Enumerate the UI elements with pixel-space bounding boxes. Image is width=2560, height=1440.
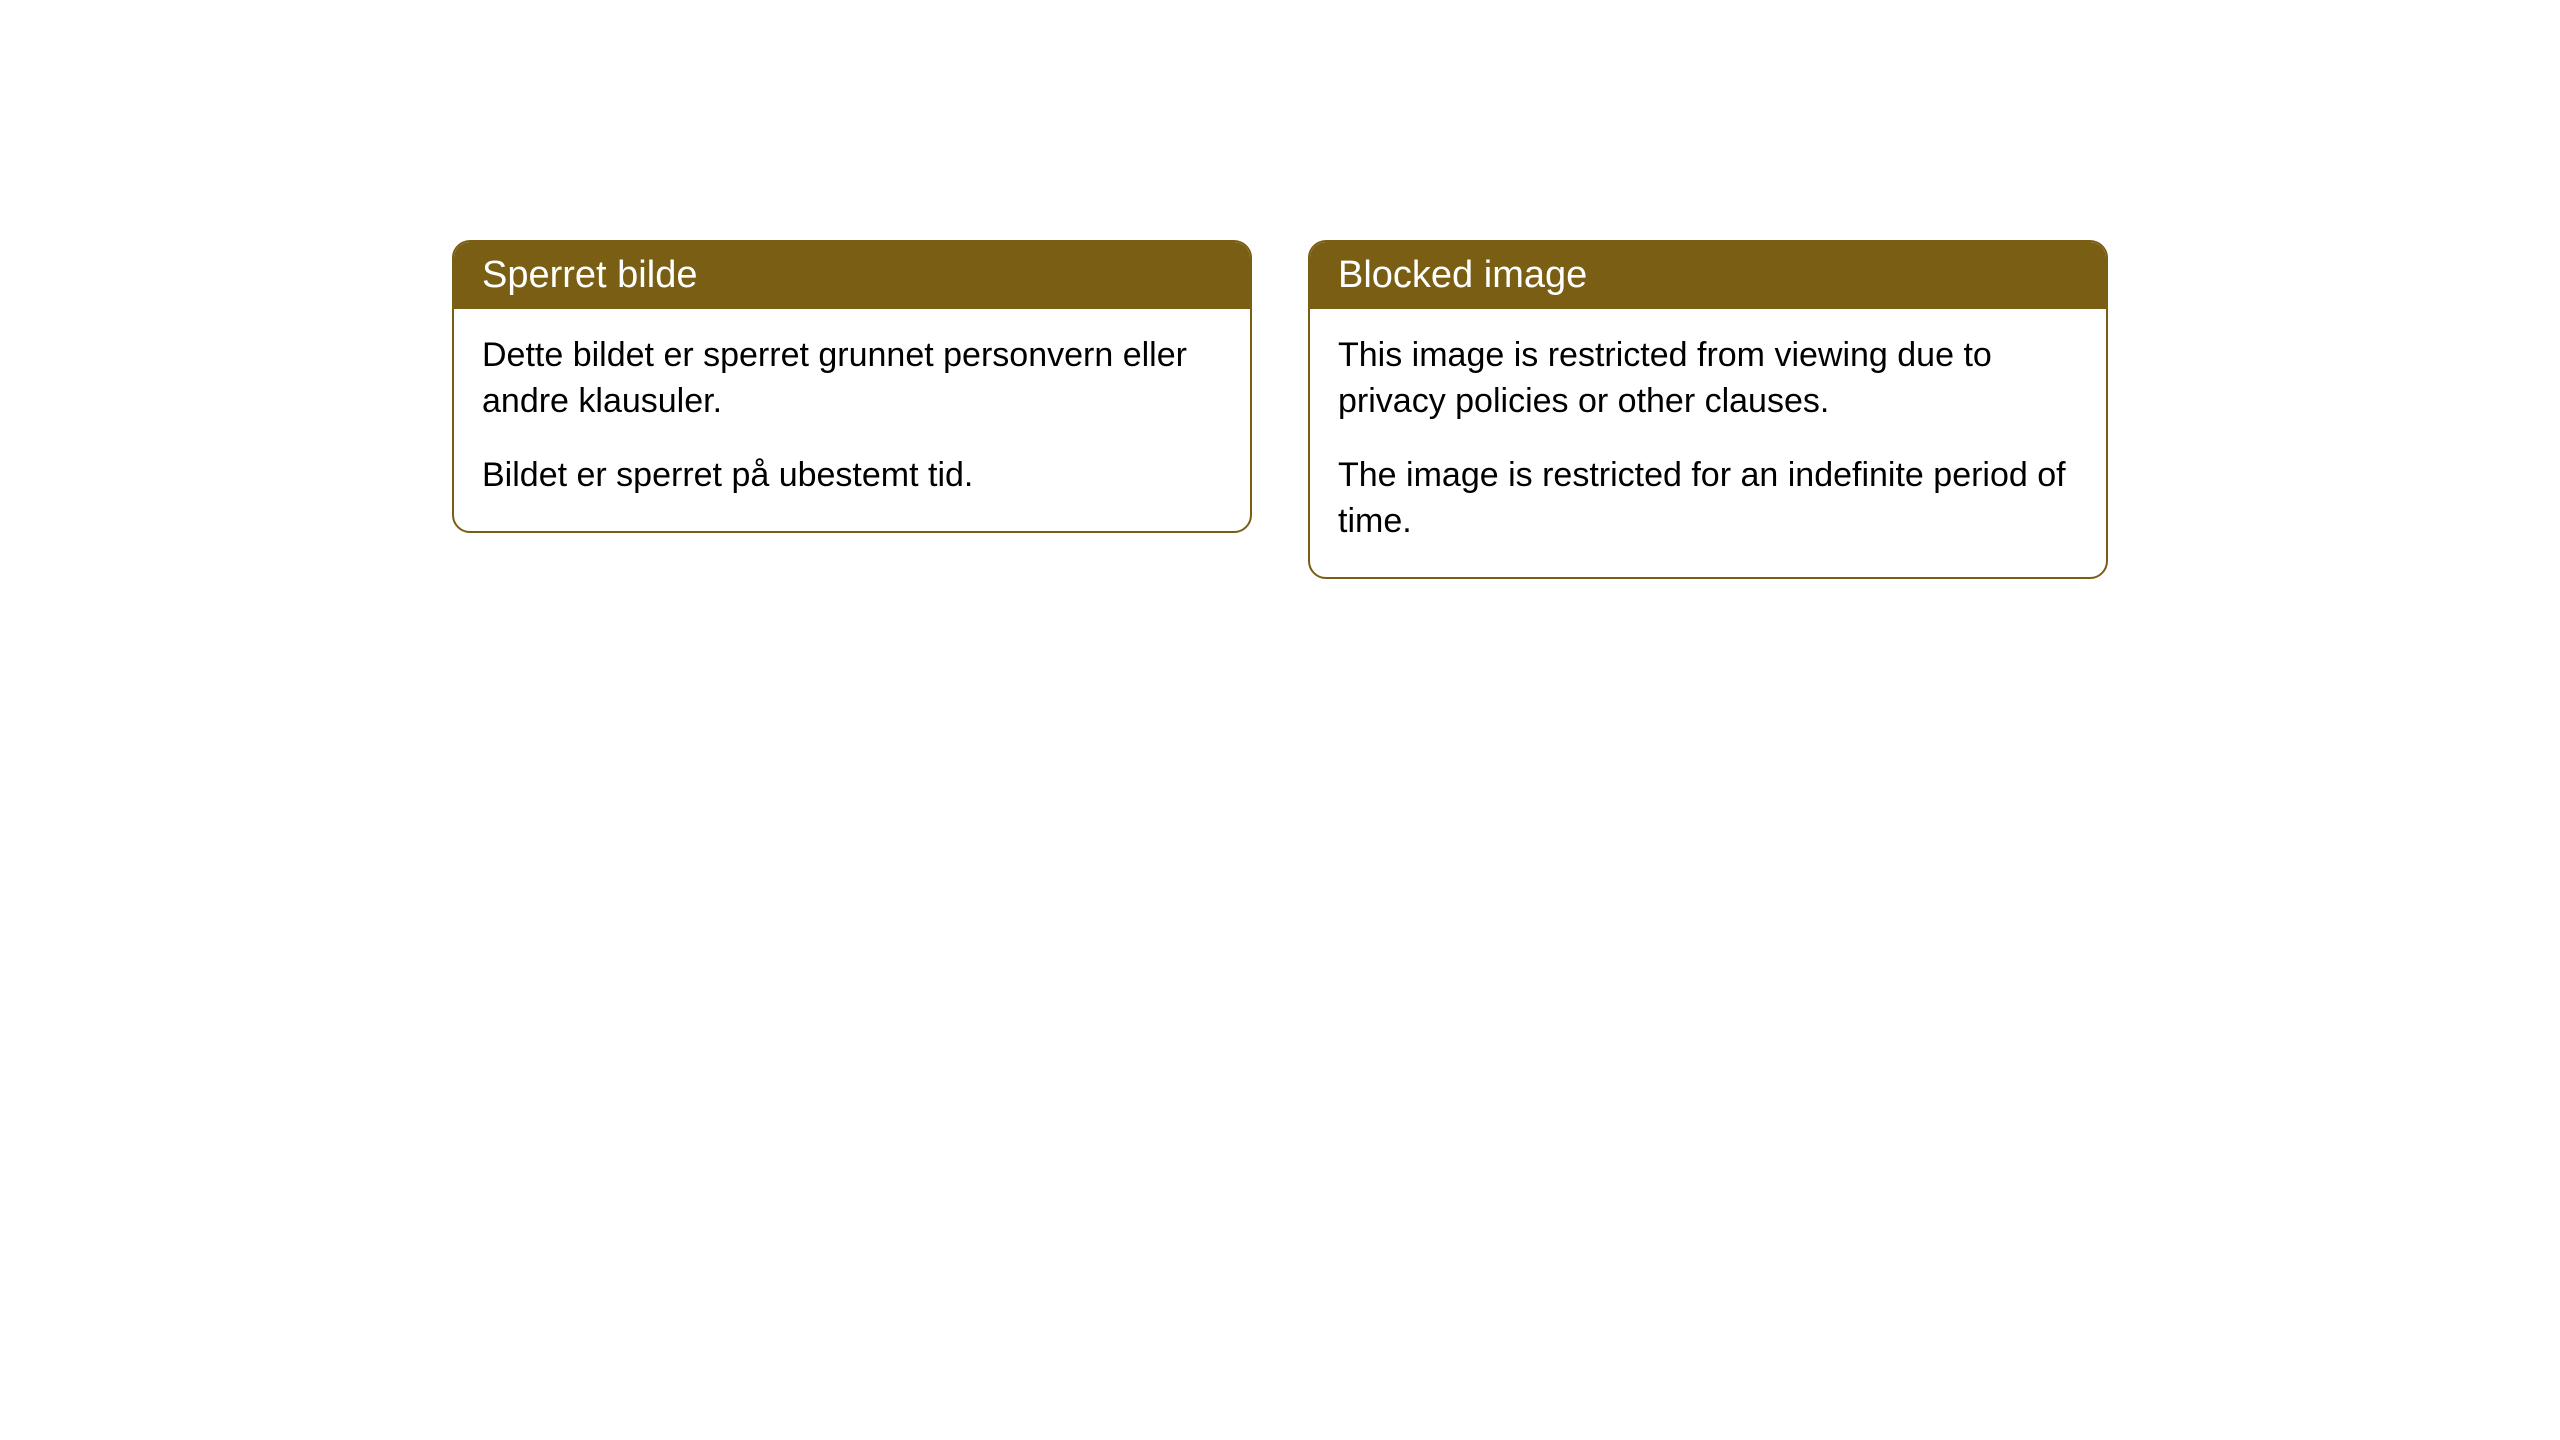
card-paragraph-1-english: This image is restricted from viewing du…	[1338, 333, 2078, 425]
card-paragraph-1-norwegian: Dette bildet er sperret grunnet personve…	[482, 333, 1222, 425]
card-paragraph-2-english: The image is restricted for an indefinit…	[1338, 453, 2078, 545]
card-body-english: This image is restricted from viewing du…	[1310, 309, 2106, 577]
card-body-norwegian: Dette bildet er sperret grunnet personve…	[454, 309, 1250, 531]
card-title-english: Blocked image	[1338, 254, 1587, 296]
blocked-image-card-english: Blocked image This image is restricted f…	[1308, 240, 2108, 579]
card-paragraph-2-norwegian: Bildet er sperret på ubestemt tid.	[482, 453, 1222, 499]
card-header-english: Blocked image	[1310, 242, 2106, 309]
card-title-norwegian: Sperret bilde	[482, 254, 697, 296]
blocked-image-card-norwegian: Sperret bilde Dette bildet er sperret gr…	[452, 240, 1252, 533]
card-header-norwegian: Sperret bilde	[454, 242, 1250, 309]
